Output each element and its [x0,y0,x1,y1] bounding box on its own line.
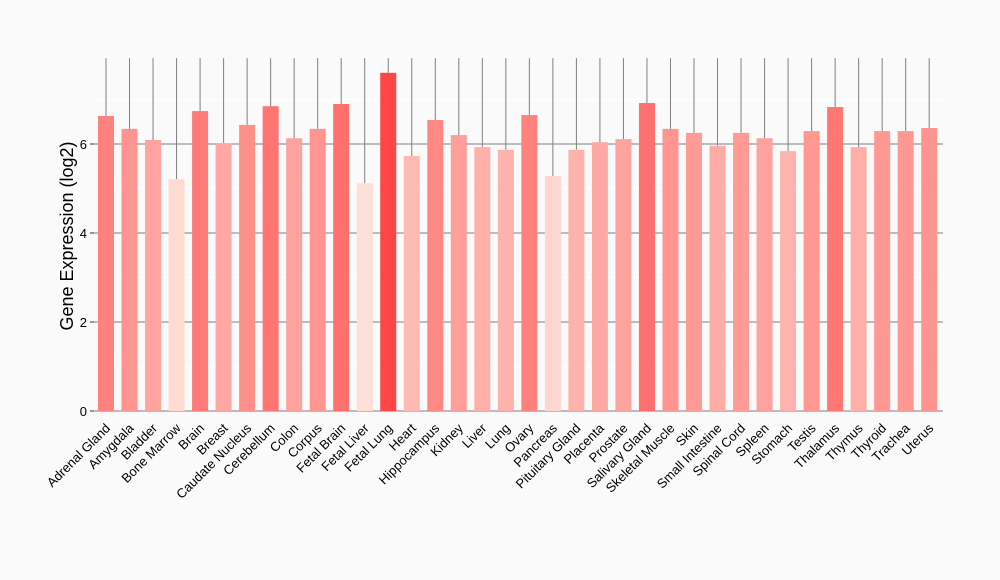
bar-amygdala [121,128,138,411]
bar-pituitary-gland [568,149,585,411]
bar-adrenal-gland [98,115,114,411]
bar-prostate [615,139,632,412]
y-tick-label: 6 [80,137,87,152]
bar-bladder [145,139,162,411]
bars [98,72,938,412]
bar-skin [686,132,702,411]
bar-uterus [921,127,938,411]
bar-cerebellum [262,106,279,412]
bar-thymus [850,147,867,412]
bar-ovary [521,115,538,411]
y-axis-ticks: 0 2 4 6 [80,137,94,419]
bar-corpus [309,128,326,411]
bar-fetal-brain [333,103,350,411]
x-tick-label: Liver [459,420,490,451]
y-tick-label: 0 [80,404,87,419]
bar-testis [803,131,820,411]
bar-lung [497,149,514,411]
bar-spinal-cord [733,132,750,411]
bar-pancreas [544,176,561,411]
bar-thalamus [827,107,844,411]
bar-stomach [780,151,797,411]
bar-thyroid [874,131,891,411]
bar-kidney [450,135,467,411]
bar-spleen [756,138,773,411]
bar-heart [403,156,420,411]
bar-salivary-gland [638,103,655,411]
bar-placenta [591,142,608,411]
y-tick-label: 2 [80,315,87,330]
bar-breast [215,143,232,412]
bar-colon [286,138,303,411]
grid-lines [94,58,943,412]
bar-caudate-nucleus [239,124,256,412]
bar-liver [474,147,491,412]
bar-fetal-liver [356,183,373,411]
bar-small-intestine [709,145,726,411]
bar-bone-marrow [168,179,185,411]
bar-skeletal-muscle [662,128,679,411]
bar-trachea [897,131,914,411]
y-axis-label: Gene Expression (log2) [57,141,77,330]
bar-hippocampus [427,119,444,411]
bar-fetal-lung [380,72,397,412]
y-tick-label: 4 [80,226,87,241]
bar-brain [192,111,209,411]
